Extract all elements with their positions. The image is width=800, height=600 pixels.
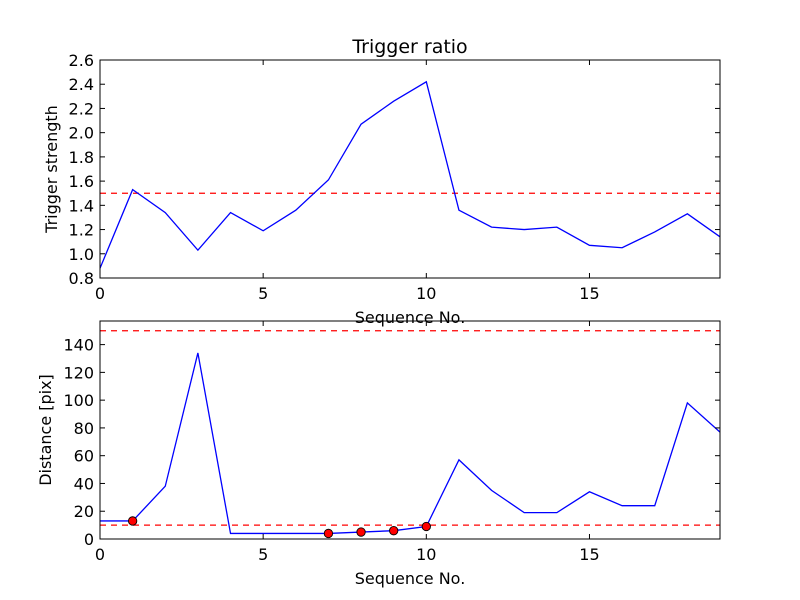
data-marker [323,528,334,539]
y-axis-label: Distance [pix] [36,374,55,486]
y-tick-label: 2.6 [69,51,94,70]
y-tick-label: 1.2 [69,221,94,240]
x-tick-label: 10 [416,545,436,564]
panel-1: 0 5 10 15 0.8 1.0 1.2 1.4 1.6 1.8 2.0 2.2 2.4 2.6 Sequ… [42,36,721,327]
y-tick-label: 60 [74,447,94,466]
series-line-1 [100,80,720,269]
panel-2: 0 5 10 15 0 20 40 60 80 100 120 140 Sequence No. Dist… [36,320,721,588]
y-tick-label: 140 [63,336,94,355]
plot-frame [99,320,721,540]
y-tick-label: 0 [84,530,94,549]
x-tick-label: 15 [579,284,599,303]
y-tick-label: 0.8 [69,269,94,288]
data-marker [356,527,366,537]
x-tick-label: 5 [258,545,268,564]
data-marker [421,521,431,532]
series-line-1 [100,352,720,535]
y-tick-label: 40 [74,474,94,493]
y-tick-label: 1.8 [69,148,94,167]
y-tick-label: 1.4 [69,196,94,215]
plot-frame [99,59,721,279]
chart-title: Trigger ratio [351,36,467,58]
y-tick-label: 20 [74,502,94,521]
y-tick-label: 80 [74,419,94,438]
y-axis-label: Trigger strength [42,105,61,234]
y-tick-label: 2.0 [69,124,94,143]
x-tick-label: 5 [258,284,268,303]
x-axis-label: Sequence No. [355,569,466,588]
y-tick-label: 100 [63,391,94,410]
y-tick-label: 1.6 [69,172,94,191]
x-tick-label: 0 [95,284,105,303]
y-tick-label: 2.2 [69,99,94,118]
data-marker [127,516,138,526]
x-tick-label: 0 [95,545,105,564]
y-tick-label: 2.4 [69,75,94,94]
x-axis-label: Sequence No. [355,308,466,327]
data-marker [389,526,399,536]
y-tick-label: 1.0 [69,245,94,264]
y-tick-label: 120 [63,363,94,382]
x-tick-label: 10 [416,284,436,303]
x-tick-label: 15 [579,545,599,564]
